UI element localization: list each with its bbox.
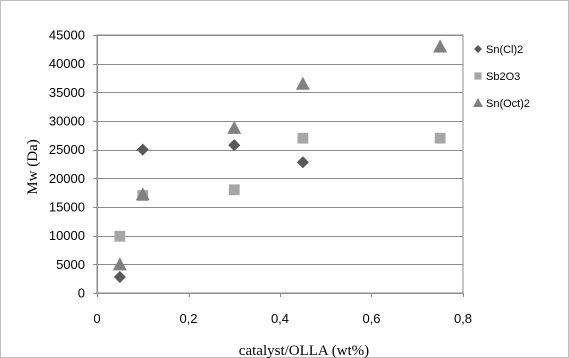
gridlines <box>97 35 463 265</box>
x-axis-title: catalyst/OLLA (wt%) <box>239 343 369 358</box>
triangle-marker <box>227 120 242 134</box>
y-tick-label: 25000 <box>49 142 85 157</box>
y-tick-label: 5000 <box>56 257 85 272</box>
triangle-marker <box>433 39 448 53</box>
plot-border <box>96 34 464 294</box>
diamond-marker <box>136 143 149 156</box>
diamond-marker <box>296 156 309 169</box>
y-tick-label: 30000 <box>49 114 85 129</box>
x-tick-label: 0,4 <box>271 311 289 326</box>
square-marker <box>114 230 126 242</box>
triangle-marker <box>295 76 310 90</box>
legend-label: Sn(Oct)2 <box>486 98 530 110</box>
legend-triangle-marker <box>473 98 483 107</box>
x-tick-label: 0,2 <box>179 311 197 326</box>
plot-area <box>96 34 464 294</box>
y-tick-label: 20000 <box>49 171 85 186</box>
y-tick-label: 15000 <box>49 200 85 215</box>
series-diamond <box>113 139 309 283</box>
diamond-marker <box>228 139 241 152</box>
y-axis-title: Mw (Da) <box>25 139 41 194</box>
legend-label: Sn(Cl)2 <box>486 44 523 56</box>
legend: Sn(Cl)2 Sb2O3 Sn(Oct)2 <box>473 44 530 110</box>
y-tick-label: 10000 <box>49 228 85 243</box>
data-markers <box>112 39 448 283</box>
square-marker <box>297 132 309 144</box>
y-tick-label: 0 <box>78 286 85 301</box>
triangle-marker <box>112 257 127 271</box>
y-tick-label: 45000 <box>49 28 85 43</box>
square-marker <box>434 132 446 144</box>
y-tick-label: 40000 <box>49 56 85 71</box>
x-axis-tick-labels: 0 0,2 0,4 0,6 0,8 <box>93 293 472 326</box>
legend-square-marker <box>474 72 482 80</box>
series-triangle <box>112 39 448 271</box>
x-tick-label: 0 <box>93 311 100 326</box>
y-axis-tick-labels: 0 5000 10000 15000 20000 25000 30000 35000 40000… <box>49 28 97 301</box>
x-tick-label: 0,8 <box>454 311 472 326</box>
legend-diamond-marker <box>474 45 482 53</box>
diamond-marker <box>113 270 126 283</box>
y-tick-label: 35000 <box>49 85 85 100</box>
triangle-marker <box>135 187 150 201</box>
legend-label: Sb2O3 <box>486 71 520 83</box>
x-tick-label: 0,6 <box>362 311 380 326</box>
square-marker <box>228 184 240 196</box>
